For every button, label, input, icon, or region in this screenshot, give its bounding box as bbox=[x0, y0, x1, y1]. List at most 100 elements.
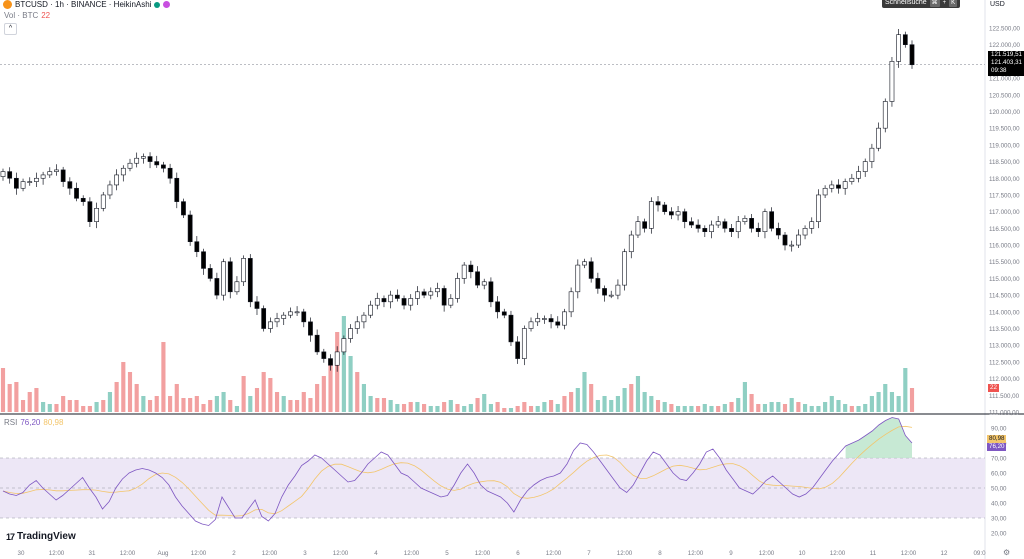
candle-body bbox=[762, 211, 768, 232]
rsi-line bbox=[2, 417, 913, 526]
currency-label: USD bbox=[990, 1, 1005, 8]
volume-bar bbox=[54, 404, 59, 412]
volume-bar bbox=[823, 402, 828, 412]
volume-bar bbox=[528, 406, 534, 412]
volume-bar bbox=[756, 404, 761, 412]
price-tick-label: 115.000,00 bbox=[989, 276, 1020, 283]
volume-bar bbox=[348, 356, 353, 412]
candle-body bbox=[408, 298, 414, 306]
tradingview-logo[interactable]: 17 TradingView bbox=[6, 531, 76, 542]
candle-body bbox=[47, 171, 53, 176]
volume-legend[interactable]: Vol · BTC 22 bbox=[4, 11, 50, 20]
volume-bar bbox=[468, 404, 473, 412]
candle-body bbox=[348, 328, 353, 339]
candle-body bbox=[455, 278, 460, 299]
candle-body bbox=[274, 318, 280, 323]
tradingview-logo-icon: 17 bbox=[6, 531, 15, 542]
volume-bar bbox=[555, 404, 560, 412]
candle-body bbox=[227, 261, 233, 293]
volume-bar bbox=[869, 396, 874, 412]
volume-bar bbox=[709, 406, 714, 412]
candle-body bbox=[662, 204, 668, 212]
volume-bar bbox=[615, 396, 620, 412]
time-tick-label: 12:00 bbox=[404, 550, 420, 557]
time-tick-label: 7 bbox=[587, 550, 591, 557]
time-tick-label: 2 bbox=[232, 550, 236, 557]
candle-body bbox=[267, 321, 273, 329]
volume-bar bbox=[101, 400, 106, 412]
volume-bar bbox=[20, 400, 26, 412]
rsi-ma-tag: 80,98 bbox=[987, 435, 1007, 443]
volume-bar bbox=[341, 316, 346, 412]
volume-bar bbox=[722, 404, 727, 412]
price-tick-label: 119.000,00 bbox=[989, 142, 1020, 149]
volume-bar bbox=[816, 406, 821, 412]
candle-body bbox=[722, 221, 728, 229]
candle-body bbox=[789, 244, 795, 247]
time-tick-label: 12:00 bbox=[49, 550, 65, 557]
candle-body bbox=[54, 169, 59, 172]
volume-bar bbox=[702, 404, 707, 412]
candle-body bbox=[388, 294, 394, 303]
candle-body bbox=[234, 281, 240, 293]
quick-search-button[interactable]: Schnellsuche ⌘ + K bbox=[882, 0, 961, 8]
candle-body bbox=[869, 147, 875, 162]
candle-body bbox=[481, 281, 487, 286]
volume-bar bbox=[562, 396, 567, 412]
volume-bar bbox=[595, 400, 600, 412]
time-tick-label: 31 bbox=[89, 550, 96, 557]
volume-bar bbox=[896, 396, 901, 412]
candle-body bbox=[201, 251, 206, 269]
volume-bar bbox=[428, 406, 433, 412]
collapse-legend-button[interactable]: ^ bbox=[4, 23, 17, 35]
candle-body bbox=[328, 358, 333, 366]
rsi-legend[interactable]: RSI 76,20 80,98 bbox=[4, 418, 63, 427]
volume-bar bbox=[94, 402, 99, 412]
candle-body bbox=[669, 211, 674, 216]
candle-body bbox=[140, 156, 146, 159]
volume-bar bbox=[201, 404, 206, 412]
volume-bar bbox=[863, 404, 868, 412]
volume-bar bbox=[7, 384, 12, 412]
symbol-legend[interactable]: BTCUSD · 1h · BINANCE · HeikinAshi bbox=[3, 0, 171, 9]
price-tick-label: 120.500,00 bbox=[989, 92, 1021, 99]
rsi-legend-value: 76,20 bbox=[20, 418, 41, 427]
rsi-value-tag: 76,20 bbox=[987, 443, 1007, 451]
volume-legend-label: Vol · BTC bbox=[4, 11, 39, 20]
volume-bar bbox=[154, 396, 159, 412]
candle-body bbox=[288, 311, 293, 316]
volume-bar bbox=[502, 408, 507, 412]
volume-bar bbox=[802, 404, 808, 412]
candle-body bbox=[13, 177, 19, 189]
volume-bar bbox=[515, 406, 520, 412]
time-tick-label: 3 bbox=[303, 550, 307, 557]
quick-search-label: Schnellsuche bbox=[885, 0, 927, 6]
volume-bar bbox=[221, 392, 226, 412]
volume-bar bbox=[141, 396, 146, 412]
symbol-legend-text: BTCUSD · 1h · BINANCE · HeikinAshi bbox=[15, 0, 152, 9]
candle-body bbox=[381, 298, 387, 303]
volume-bar bbox=[288, 400, 293, 412]
volume-bar bbox=[241, 376, 246, 412]
candle-body bbox=[689, 221, 694, 226]
settings-gear-icon[interactable]: ⚙ bbox=[1003, 548, 1011, 557]
volume-bar bbox=[903, 368, 908, 412]
candle-body bbox=[862, 161, 868, 172]
volume-bar bbox=[161, 342, 166, 412]
candle-body bbox=[100, 194, 106, 209]
candle-body bbox=[241, 258, 246, 283]
candle-body bbox=[301, 311, 307, 323]
currency-button[interactable]: USD bbox=[990, 1, 1005, 8]
volume-bar bbox=[649, 396, 654, 412]
share-icon[interactable] bbox=[163, 1, 171, 8]
candle-body bbox=[281, 314, 287, 319]
candle-body bbox=[7, 171, 13, 179]
candle-body bbox=[475, 271, 480, 286]
candle-body bbox=[468, 264, 474, 273]
chevron-up-icon: ^ bbox=[8, 25, 13, 32]
candle-body bbox=[67, 181, 73, 189]
volume-bar bbox=[328, 360, 333, 412]
volume-bar bbox=[368, 396, 373, 412]
volume-bar bbox=[401, 404, 407, 412]
